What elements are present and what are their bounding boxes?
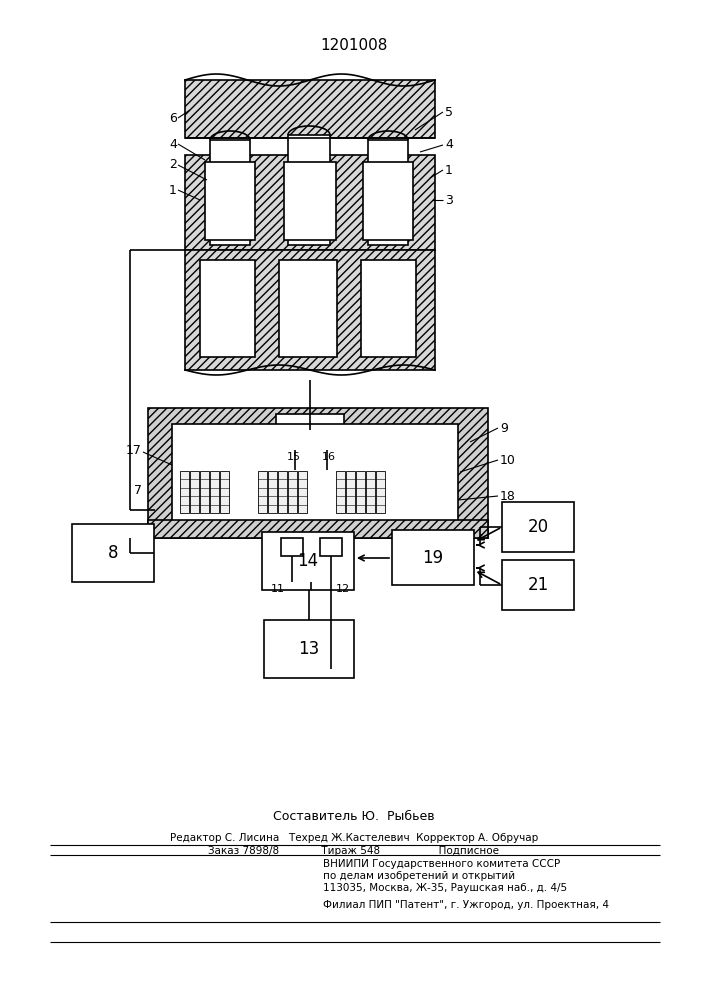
Bar (288, 135, 330, 245)
Bar (281, 538, 303, 556)
Bar (336, 471, 345, 513)
Text: 6: 6 (169, 111, 177, 124)
Bar (210, 471, 219, 513)
Bar (148, 520, 488, 538)
Bar (185, 80, 435, 138)
Text: по делам изобретений и открытий: по делам изобретений и открытий (310, 871, 515, 881)
Bar (284, 162, 336, 240)
Bar (258, 471, 267, 513)
Bar (279, 260, 337, 357)
Text: Редактор С. Лисина   Техред Ж.Кастелевич  Корректор А. Обручар: Редактор С. Лисина Техред Ж.Кастелевич К… (170, 833, 538, 843)
Text: 8: 8 (107, 544, 118, 562)
Text: 1: 1 (445, 163, 453, 176)
Bar (200, 260, 255, 357)
Text: 21: 21 (527, 576, 549, 594)
Bar (190, 471, 199, 513)
Text: 4: 4 (169, 137, 177, 150)
Text: 13: 13 (298, 640, 320, 658)
Text: 12: 12 (336, 584, 350, 594)
Text: 16: 16 (322, 452, 336, 462)
Bar (320, 538, 342, 556)
Bar (276, 414, 344, 450)
Bar (361, 260, 416, 357)
Text: 1201008: 1201008 (320, 37, 387, 52)
Text: 15: 15 (287, 452, 301, 462)
Bar (502, 560, 574, 610)
Text: 7: 7 (134, 484, 142, 496)
Bar (185, 155, 435, 250)
Text: 18: 18 (500, 489, 516, 502)
Text: Составитель Ю.  Рыбьев: Составитель Ю. Рыбьев (273, 810, 435, 824)
Bar (210, 140, 250, 245)
Text: 1: 1 (169, 184, 177, 196)
Text: ВНИИПИ Государственного комитета СССР: ВНИИПИ Государственного комитета СССР (310, 859, 560, 869)
Bar (366, 471, 375, 513)
Text: Филиал ПИП "Патент", г. Ужгород, ул. Проектная, 4: Филиал ПИП "Патент", г. Ужгород, ул. Про… (310, 900, 609, 910)
Text: 20: 20 (527, 518, 549, 536)
Bar (268, 471, 277, 513)
Bar (72, 524, 154, 582)
Text: 19: 19 (423, 549, 443, 567)
Bar (298, 471, 307, 513)
Text: 3: 3 (445, 194, 453, 207)
Bar (288, 471, 297, 513)
Bar (220, 471, 229, 513)
Bar (148, 408, 488, 538)
Text: 9: 9 (500, 422, 508, 434)
Bar (346, 471, 355, 513)
Text: 4: 4 (445, 138, 453, 151)
Text: 17: 17 (126, 444, 142, 456)
Bar (392, 530, 474, 585)
Text: 14: 14 (298, 552, 319, 570)
Text: 5: 5 (445, 105, 453, 118)
Bar (502, 502, 574, 552)
Bar (180, 471, 189, 513)
Bar (185, 250, 435, 370)
Bar (264, 620, 354, 678)
Bar (278, 471, 287, 513)
Text: 10: 10 (500, 454, 516, 466)
Bar (363, 162, 413, 240)
Bar (356, 471, 365, 513)
Text: 2: 2 (169, 158, 177, 172)
Text: Заказ 7898/8             Тираж 548                  Подписное: Заказ 7898/8 Тираж 548 Подписное (209, 846, 500, 856)
Bar (200, 471, 209, 513)
Bar (368, 140, 408, 245)
Bar (262, 532, 354, 590)
Text: 11: 11 (271, 584, 285, 594)
Text: 113035, Москва, Ж-35, Раушская наб., д. 4/5: 113035, Москва, Ж-35, Раушская наб., д. … (310, 883, 567, 893)
Bar (205, 162, 255, 240)
Bar (172, 424, 458, 522)
Bar (376, 471, 385, 513)
